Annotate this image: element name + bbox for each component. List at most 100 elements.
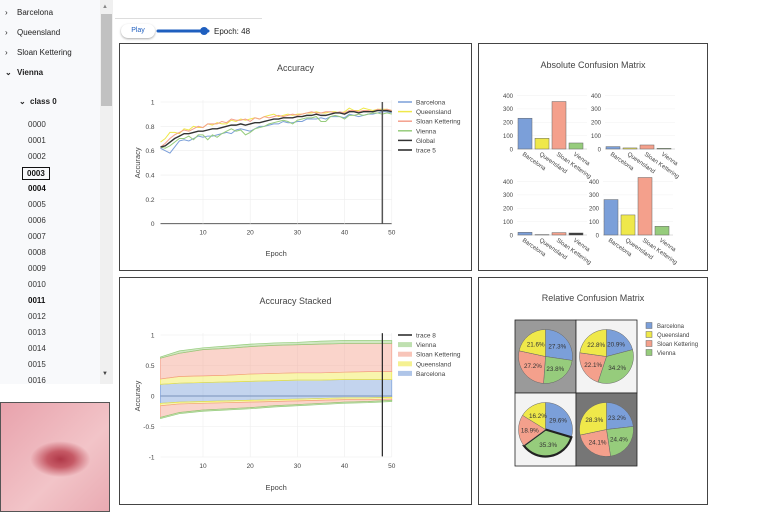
tree-node-vienna[interactable]: ⌄ Vienna: [5, 68, 43, 77]
tree-item[interactable]: 0002: [28, 152, 46, 161]
x-tick-label: 30: [294, 463, 302, 470]
tree-item[interactable]: 0009: [28, 264, 46, 273]
x-tick-label: 10: [199, 463, 207, 470]
y-tick-label: 0: [510, 233, 514, 239]
chevron-down-icon: ⌄: [19, 97, 26, 106]
scrollbar-thumb[interactable]: [101, 14, 112, 106]
tree-item[interactable]: 0016: [28, 376, 46, 384]
pie-slice-label: 27.2%: [524, 363, 542, 370]
legend-swatch: [645, 349, 653, 356]
x-tick-label: 50: [388, 463, 396, 470]
x-tick-label: 10: [199, 230, 207, 237]
pie-slice-label: 27.3%: [548, 344, 566, 351]
pie-slice-label: 20.9%: [607, 341, 625, 348]
legend-swatch: [645, 331, 653, 338]
y-tick-label: 100: [591, 134, 602, 140]
tree-node-sloan-kettering[interactable]: › Sloan Kettering: [5, 48, 72, 57]
chart-title: Accuracy: [276, 63, 314, 73]
y-tick-label: 100: [503, 220, 514, 226]
legend-label: Vienna: [416, 342, 437, 349]
epoch-slider[interactable]: [156, 25, 212, 37]
slider-thumb[interactable]: [200, 27, 209, 35]
tree-item[interactable]: 0000: [28, 120, 46, 129]
x-tick-label: 30: [294, 230, 302, 237]
legend-label: Queensland: [416, 361, 451, 368]
bar-sloan-kettering: [551, 232, 567, 236]
bar-barcelona: [517, 232, 533, 236]
legend-label: Barcelona: [657, 324, 685, 330]
x-tick-label: 50: [388, 230, 396, 237]
y-tick-label: 1: [151, 100, 155, 107]
bar-sloan-kettering: [551, 101, 567, 150]
series-line-vienna: [160, 112, 392, 149]
tree-item[interactable]: 0001: [28, 136, 46, 145]
bar-vienna: [656, 148, 672, 150]
epoch-label: Epoch: 48: [214, 27, 251, 36]
tree-item[interactable]: 0014: [28, 344, 46, 353]
y-tick-label: 0.6: [145, 148, 154, 155]
x-axis-label: Epoch: [265, 483, 286, 492]
legend-label: Queensland: [657, 333, 689, 339]
area-vienna-lower: [160, 399, 393, 420]
tree-item[interactable]: 0005: [28, 200, 46, 209]
tree-item[interactable]: 0012: [28, 312, 46, 321]
tree-item[interactable]: 0004: [28, 184, 46, 193]
divider: [115, 18, 262, 19]
y-tick-label: 400: [503, 180, 514, 186]
pie-slice-barcelona: [606, 402, 634, 430]
pie-slice-label: 22.8%: [587, 342, 605, 349]
pie-slice-vienna: [522, 428, 573, 458]
y-tick-label: 400: [503, 94, 514, 100]
bar-vienna: [654, 226, 670, 236]
tree-item[interactable]: 0007: [28, 232, 46, 241]
pie-slice-queensland: [579, 402, 607, 436]
tree-node-class-0[interactable]: ⌄ class 0: [19, 97, 57, 106]
absolute-confusion-panel: Absolute Confusion Matrix 0 100 200 300 400 B…: [478, 43, 708, 271]
scroll-down-icon[interactable]: ▼: [102, 371, 108, 377]
y-tick-label: 0.2: [145, 197, 154, 204]
y-tick-label: 1: [151, 333, 155, 340]
tree-item[interactable]: 0013: [28, 328, 46, 337]
pie-slice-queensland: [518, 329, 546, 357]
tree-node-label: Sloan Kettering: [17, 48, 72, 57]
file-tree: › Barcelona › Queensland › Sloan Kettering ⌄ Vi…: [0, 0, 113, 384]
x-axis-label: Epoch: [265, 249, 286, 258]
tree-item[interactable]: 0003: [22, 167, 50, 180]
tree-item[interactable]: 0008: [28, 248, 46, 257]
chevron-down-icon: ⌄: [5, 68, 12, 77]
pie-slice-label: 16.2%: [529, 413, 547, 420]
legend-swatch: [645, 322, 653, 329]
legend-label: Vienna: [416, 128, 437, 135]
scroll-up-icon[interactable]: ▲: [102, 4, 108, 10]
accuracy-chart[interactable]: 0 0.2 0.4 0.6 0.8 1 10 20 30 40 50 Barcelona Queensl…: [120, 44, 473, 272]
x-tick-label: 20: [247, 230, 255, 237]
tree-node-barcelona[interactable]: › Barcelona: [5, 8, 53, 17]
relative-confusion-panel: Relative Confusion Matrix 27.3% 23.8% 27.2…: [478, 277, 708, 505]
accuracy-stacked-chart[interactable]: -1 -0.5 0 0.5 1 10 20 30 40 50 trace 8 Vienna Sloan …: [120, 278, 473, 506]
legend-label: trace 8: [416, 333, 436, 340]
y-tick-label: 0.4: [145, 173, 154, 180]
legend-label: trace 5: [416, 148, 436, 155]
bar-sloan-kettering: [639, 144, 655, 150]
y-tick-label: 0: [596, 233, 600, 239]
pie-slice-label: 24.1%: [589, 440, 607, 447]
pie-slice-label: 34.2%: [608, 365, 626, 372]
tree-item[interactable]: 0010: [28, 280, 46, 289]
tree-item[interactable]: 0015: [28, 360, 46, 369]
y-axis-label: Accuracy: [133, 380, 142, 411]
tree-node-label: Barcelona: [17, 8, 54, 17]
y-tick-label: 100: [503, 134, 514, 140]
series-line-global: [160, 109, 392, 148]
tree-node-queensland[interactable]: › Queensland: [5, 28, 60, 37]
legend-label: Sloan Kettering: [416, 119, 461, 126]
bar-barcelona: [605, 146, 621, 150]
y-tick-label: 0: [598, 147, 602, 153]
tree-item[interactable]: 0006: [28, 216, 46, 225]
relative-confusion-chart[interactable]: 27.3% 23.8% 27.2% 21.6% 20.9% 34.2% 22.1% 22.8%…: [479, 278, 709, 506]
y-tick-label: 300: [503, 193, 514, 199]
play-button[interactable]: Play: [121, 24, 155, 38]
bar-barcelona: [603, 199, 619, 236]
tree-item[interactable]: 0011: [28, 296, 46, 305]
pie-slice-sloan-kettering: [518, 350, 546, 384]
